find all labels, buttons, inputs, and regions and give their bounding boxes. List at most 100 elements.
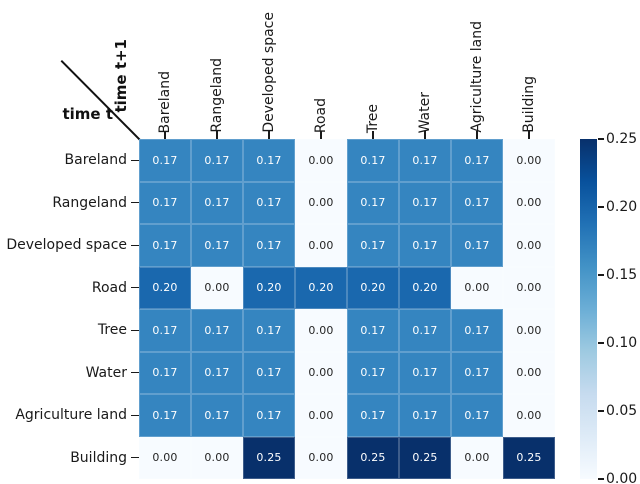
col-label-text: Agriculture land <box>469 21 485 133</box>
x-axis-tick <box>320 131 322 139</box>
heatmap-cell: 0.17 <box>139 351 191 394</box>
col-label-text: Developed space <box>261 12 277 133</box>
heatmap-cell: 0.17 <box>451 351 503 394</box>
colorbar-tick <box>598 342 604 344</box>
col-label: Water <box>413 0 437 133</box>
heatmap-cell: 0.00 <box>295 224 347 267</box>
heatmap-cell: 0.17 <box>399 181 451 224</box>
y-axis-tick <box>131 202 139 204</box>
heatmap-cell: 0.17 <box>139 224 191 267</box>
row-label: Road <box>91 279 127 296</box>
heatmap-cell: 0.17 <box>243 181 295 224</box>
heatmap-cell: 0.00 <box>503 266 555 309</box>
heatmap-cell: 0.17 <box>191 139 243 182</box>
x-axis-tick <box>216 131 218 139</box>
heatmap-cell: 0.17 <box>139 181 191 224</box>
heatmap-cell: 0.17 <box>243 224 295 267</box>
col-label-text: Tree <box>365 103 381 133</box>
heatmap-cell: 0.00 <box>503 394 555 437</box>
heatmap-cell: 0.00 <box>295 309 347 352</box>
colorbar-tick-label: 0.10 <box>606 335 638 351</box>
heatmap-cell: 0.17 <box>399 139 451 182</box>
colorbar-tick-label: 0.20 <box>606 199 638 215</box>
row-label: Bareland <box>64 152 127 169</box>
heatmap-cell: 0.00 <box>503 139 555 182</box>
row-label: Rangeland <box>52 194 127 211</box>
heatmap-cell: 0.00 <box>191 436 243 479</box>
heatmap-cell: 0.25 <box>347 436 399 479</box>
col-label-text: Rangeland <box>209 58 225 133</box>
heatmap-cell: 0.20 <box>243 266 295 309</box>
heatmap-cell: 0.17 <box>139 139 191 182</box>
colorbar-tick <box>598 138 604 140</box>
heatmap-cell: 0.17 <box>191 309 243 352</box>
heatmap-cell: 0.00 <box>451 436 503 479</box>
col-label-text: Road <box>313 97 329 133</box>
heatmap-cell: 0.17 <box>139 309 191 352</box>
heatmap-cell: 0.25 <box>399 436 451 479</box>
colorbar-tick-label: 0.15 <box>606 267 638 283</box>
row-label: Tree <box>97 322 127 339</box>
x-axis-tick <box>164 131 166 139</box>
col-label: Tree <box>361 0 385 133</box>
col-label-text: Water <box>417 91 433 133</box>
heatmap-cell: 0.17 <box>399 224 451 267</box>
col-label: Building <box>517 0 541 133</box>
x-axis-tick <box>372 131 374 139</box>
heatmap-cell: 0.17 <box>243 139 295 182</box>
colorbar-tick <box>598 206 604 208</box>
heatmap-cell: 0.17 <box>347 181 399 224</box>
heatmap-cell: 0.00 <box>503 224 555 267</box>
heatmap-cell: 0.00 <box>503 309 555 352</box>
x-axis-tick <box>528 131 530 139</box>
heatmap-cell: 0.00 <box>295 351 347 394</box>
col-label-text: Building <box>521 76 537 133</box>
heatmap-cell: 0.00 <box>451 266 503 309</box>
col-axis-title-text: time t+1 <box>112 39 130 113</box>
heatmap-cell: 0.17 <box>191 224 243 267</box>
col-label: Road <box>309 0 333 133</box>
y-axis-tick <box>131 329 139 331</box>
heatmap-cell: 0.00 <box>139 436 191 479</box>
col-axis-title: time t+1 <box>108 0 134 113</box>
y-axis-tick <box>131 287 139 289</box>
col-label: Developed space <box>257 0 281 133</box>
heatmap-cell: 0.00 <box>191 266 243 309</box>
heatmap-cell: 0.17 <box>399 351 451 394</box>
heatmap-cell: 0.17 <box>191 394 243 437</box>
col-label: Rangeland <box>205 0 229 133</box>
colorbar-tick <box>598 274 604 276</box>
y-axis-tick <box>131 372 139 374</box>
heatmap-cell: 0.00 <box>295 436 347 479</box>
col-label: Bareland <box>153 0 177 133</box>
heatmap-cell: 0.17 <box>139 394 191 437</box>
row-label: Agriculture land <box>15 407 127 424</box>
row-label: Developed space <box>6 237 127 254</box>
heatmap-cell: 0.17 <box>191 351 243 394</box>
heatmap-cell: 0.17 <box>451 394 503 437</box>
y-axis-tick <box>131 414 139 416</box>
y-axis-tick <box>131 457 139 459</box>
colorbar-tick-label: 0.00 <box>606 471 638 484</box>
heatmap-cell: 0.17 <box>451 309 503 352</box>
colorbar <box>580 139 597 479</box>
heatmap-cell: 0.00 <box>295 394 347 437</box>
row-axis-title: time t <box>62 105 113 123</box>
heatmap-cell: 0.17 <box>399 394 451 437</box>
heatmap-cell: 0.20 <box>295 266 347 309</box>
row-label: Water <box>85 364 127 381</box>
x-axis-tick <box>424 131 426 139</box>
colorbar-tick <box>598 410 604 412</box>
x-axis-tick <box>476 131 478 139</box>
heatmap-cell: 0.17 <box>451 139 503 182</box>
heatmap-cell: 0.00 <box>503 351 555 394</box>
colorbar-tick-label: 0.25 <box>606 131 638 147</box>
colorbar-tick-label: 0.05 <box>606 403 638 419</box>
heatmap-cell: 0.20 <box>347 266 399 309</box>
heatmap-cell: 0.20 <box>139 266 191 309</box>
col-label: Agriculture land <box>465 0 489 133</box>
heatmap-cell: 0.17 <box>347 309 399 352</box>
heatmap-cell: 0.17 <box>243 309 295 352</box>
heatmap-cell: 0.00 <box>295 181 347 224</box>
